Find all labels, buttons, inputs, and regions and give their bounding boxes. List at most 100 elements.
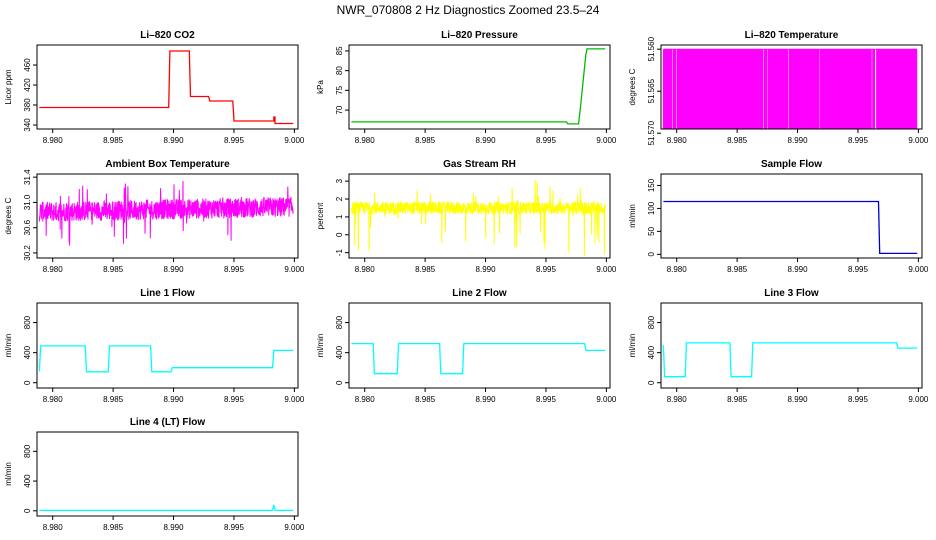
panel-line-2-flow-ytick-label: 800 bbox=[335, 315, 344, 329]
panel-line-4-lt-flow-xtick-label: 9.000 bbox=[284, 523, 305, 532]
panel-line-2-flow: Line 2 Flow 8.980 8.985 8.990 8.995 9.000 0 400… bbox=[316, 288, 617, 404]
panel-li-820-temperature-title: Li–820 Temperature bbox=[745, 30, 839, 41]
panel-li-820-co2-data bbox=[39, 50, 294, 125]
panel-li-820-temperature-ytick-label: 51.565 bbox=[647, 78, 656, 103]
panel-ambient-box-temperature-ytick-label: 31.4 bbox=[23, 169, 32, 185]
panel-ambient-box-temperature-frame bbox=[36, 173, 299, 259]
panel-li-820-pressure-xtick-label: 8.980 bbox=[355, 136, 376, 145]
panel-li-820-co2-frame bbox=[36, 44, 299, 130]
panel-gas-stream-rh-ylabel: percent bbox=[316, 202, 325, 229]
panel-line-1-flow-xtick-label: 8.990 bbox=[164, 395, 185, 404]
panel-li-820-pressure-ytick-label: 80 bbox=[335, 66, 344, 75]
panel-gas-stream-rh-data bbox=[351, 180, 606, 257]
panel-line-4-lt-flow-xtick-label: 8.980 bbox=[43, 523, 64, 532]
panel-sample-flow-xtick-label: 8.990 bbox=[788, 265, 809, 274]
panel-ambient-box-temperature-ylabel: degrees C bbox=[4, 197, 13, 234]
panel-line-3-flow-xtick-label: 8.995 bbox=[848, 395, 869, 404]
panel-li-820-temperature-xtick-label: 8.990 bbox=[788, 136, 809, 145]
panel-line-3-flow-series-line bbox=[662, 342, 918, 378]
panel-line-3-flow-xtick-label: 8.980 bbox=[667, 395, 688, 404]
panel-line-2-flow-xtick-label: 8.985 bbox=[415, 395, 436, 404]
panel-gas-stream-rh-xtick-label: 8.985 bbox=[415, 265, 436, 274]
panel-line-1-flow-series-line bbox=[38, 345, 294, 373]
panel-li-820-temperature-ytick-label: 51.570 bbox=[647, 120, 656, 145]
panel-li-820-temperature-xtick-label: 9.000 bbox=[908, 136, 929, 145]
panel-li-820-pressure-xtick-label: 8.990 bbox=[476, 136, 497, 145]
panel-sample-flow-ytick-label: 150 bbox=[647, 178, 656, 192]
panel-line-3-flow-ytick-label: 800 bbox=[647, 315, 656, 329]
panel-line-4-lt-flow-data bbox=[39, 504, 294, 512]
panel-line-4-lt-flow-xtick-label: 8.995 bbox=[224, 523, 245, 532]
panel-line-3-flow: Line 3 Flow 8.980 8.985 8.990 8.995 9.000 0 400… bbox=[628, 288, 929, 404]
panel-li-820-pressure-ylabel: kPa bbox=[316, 80, 325, 94]
panel-line-1-flow-title: Line 1 Flow bbox=[140, 288, 195, 299]
panel-ambient-box-temperature-xtick-label: 8.995 bbox=[224, 265, 245, 274]
panel-ambient-box-temperature-ytick-label: 30.2 bbox=[23, 245, 32, 261]
panel-ambient-box-temperature-series-line bbox=[38, 180, 294, 246]
panel-ambient-box-temperature-xtick-label: 8.980 bbox=[43, 265, 64, 274]
panel-sample-flow-series-line bbox=[663, 200, 918, 255]
panel-sample-flow: Sample Flow 8.980 8.985 8.990 8.995 9.000 0 50 1… bbox=[628, 159, 929, 274]
panel-li-820-pressure-title: Li–820 Pressure bbox=[441, 30, 518, 41]
panel-gas-stream-rh: Gas Stream RH 8.980 8.985 8.990 8.995 9.000 -1… bbox=[316, 159, 617, 274]
panel-li-820-co2-xtick-label: 8.980 bbox=[43, 136, 64, 145]
panel-line-1-flow-xtick-label: 8.980 bbox=[43, 395, 64, 404]
panel-li-820-co2-xtick-label: 8.995 bbox=[224, 136, 245, 145]
panel-gas-stream-rh-xtick-label: 8.980 bbox=[355, 265, 376, 274]
panel-ambient-box-temperature-data bbox=[38, 180, 294, 246]
panel-line-4-lt-flow-series-line bbox=[39, 504, 294, 512]
panel-ambient-box-temperature: Ambient Box Temperature 8.980 8.985 8.990 8.… bbox=[4, 159, 305, 274]
panel-ambient-box-temperature-ytick-label: 30.6 bbox=[23, 219, 32, 235]
panel-line-3-flow-title: Line 3 Flow bbox=[764, 288, 819, 299]
panel-li-820-temperature-xtick-label: 8.995 bbox=[848, 136, 869, 145]
panel-ambient-box-temperature-ytick-label: 31.0 bbox=[23, 194, 32, 210]
panel-ambient-box-temperature-xtick-label: 8.985 bbox=[103, 265, 124, 274]
panel-li-820-pressure-data bbox=[351, 48, 606, 125]
panel-sample-flow-xtick-label: 9.000 bbox=[908, 265, 929, 274]
panel-gas-stream-rh-xtick-label: 9.000 bbox=[596, 265, 617, 274]
panel-line-3-flow-data bbox=[662, 342, 918, 378]
panel-li-820-co2-xtick-label: 8.990 bbox=[164, 136, 185, 145]
panel-line-1-flow: Line 1 Flow 8.980 8.985 8.990 8.995 9.000 0 400… bbox=[4, 288, 305, 404]
panel-li-820-temperature-series-line bbox=[662, 48, 918, 129]
panel-line-4-lt-flow-frame bbox=[36, 431, 299, 517]
panel-li-820-co2-series-line bbox=[39, 50, 294, 125]
panel-line-1-flow-ytick-label: 0 bbox=[23, 380, 32, 385]
panel-line-2-flow-title: Line 2 Flow bbox=[452, 288, 507, 299]
panel-li-820-co2-xtick-label: 8.985 bbox=[103, 136, 124, 145]
panel-line-1-flow-ylabel: ml/min bbox=[4, 334, 13, 358]
panel-li-820-co2-ytick-label: 340 bbox=[23, 118, 32, 132]
panel-gas-stream-rh-title: Gas Stream RH bbox=[443, 159, 516, 170]
panel-line-4-lt-flow-xtick-label: 8.990 bbox=[164, 523, 185, 532]
panel-line-4-lt-flow-xtick-label: 8.985 bbox=[103, 523, 124, 532]
panel-line-1-flow-frame bbox=[36, 302, 299, 389]
figure-title: NWR_070808 2 Hz Diagnostics Zoomed 23.5–… bbox=[337, 3, 600, 17]
panel-li-820-pressure-ytick-label: 85 bbox=[335, 46, 344, 55]
panel-gas-stream-rh-series-line bbox=[351, 180, 606, 257]
panel-line-4-lt-flow-title: Line 4 (LT) Flow bbox=[130, 417, 206, 428]
panel-li-820-pressure-xtick-label: 8.995 bbox=[536, 136, 557, 145]
panel-li-820-co2: Li–820 CO2 8.980 8.985 8.990 8.995 9.000 340 38… bbox=[4, 30, 305, 145]
panel-line-2-flow-xtick-label: 8.980 bbox=[355, 395, 376, 404]
panel-li-820-co2-title: Li–820 CO2 bbox=[140, 30, 195, 41]
panel-line-2-flow-ytick-label: 400 bbox=[335, 345, 344, 359]
panel-li-820-co2-ylabel: Licor ppm bbox=[4, 69, 13, 104]
panel-line-1-flow-data bbox=[38, 345, 294, 373]
panel-li-820-temperature-xtick-label: 8.980 bbox=[667, 136, 688, 145]
panel-line-4-lt-flow: Line 4 (LT) Flow 8.980 8.985 8.990 8.995 9.00… bbox=[4, 417, 305, 532]
panel-li-820-temperature-frame bbox=[660, 44, 923, 130]
panel-li-820-pressure-xtick-label: 8.985 bbox=[415, 136, 436, 145]
panel-sample-flow-xtick-label: 8.985 bbox=[727, 265, 748, 274]
panel-ambient-box-temperature-xtick-label: 8.990 bbox=[164, 265, 185, 274]
panel-li-820-co2-ytick-label: 420 bbox=[23, 78, 32, 92]
panel-li-820-pressure-series-line bbox=[351, 48, 606, 125]
panel-li-820-co2-xtick-label: 9.000 bbox=[284, 136, 305, 145]
panel-line-1-flow-xtick-label: 8.995 bbox=[224, 395, 245, 404]
panel-line-1-flow-xtick-label: 9.000 bbox=[284, 395, 305, 404]
panel-line-4-lt-flow-ytick-label: 800 bbox=[23, 444, 32, 458]
panel-line-1-flow-ytick-label: 400 bbox=[23, 345, 32, 359]
panel-gas-stream-rh-ytick-label: -1 bbox=[335, 249, 344, 257]
panel-sample-flow-xtick-label: 8.995 bbox=[848, 265, 869, 274]
panel-sample-flow-ylabel: ml/min bbox=[628, 204, 637, 228]
panel-gas-stream-rh-ytick-label: 3 bbox=[335, 178, 344, 183]
